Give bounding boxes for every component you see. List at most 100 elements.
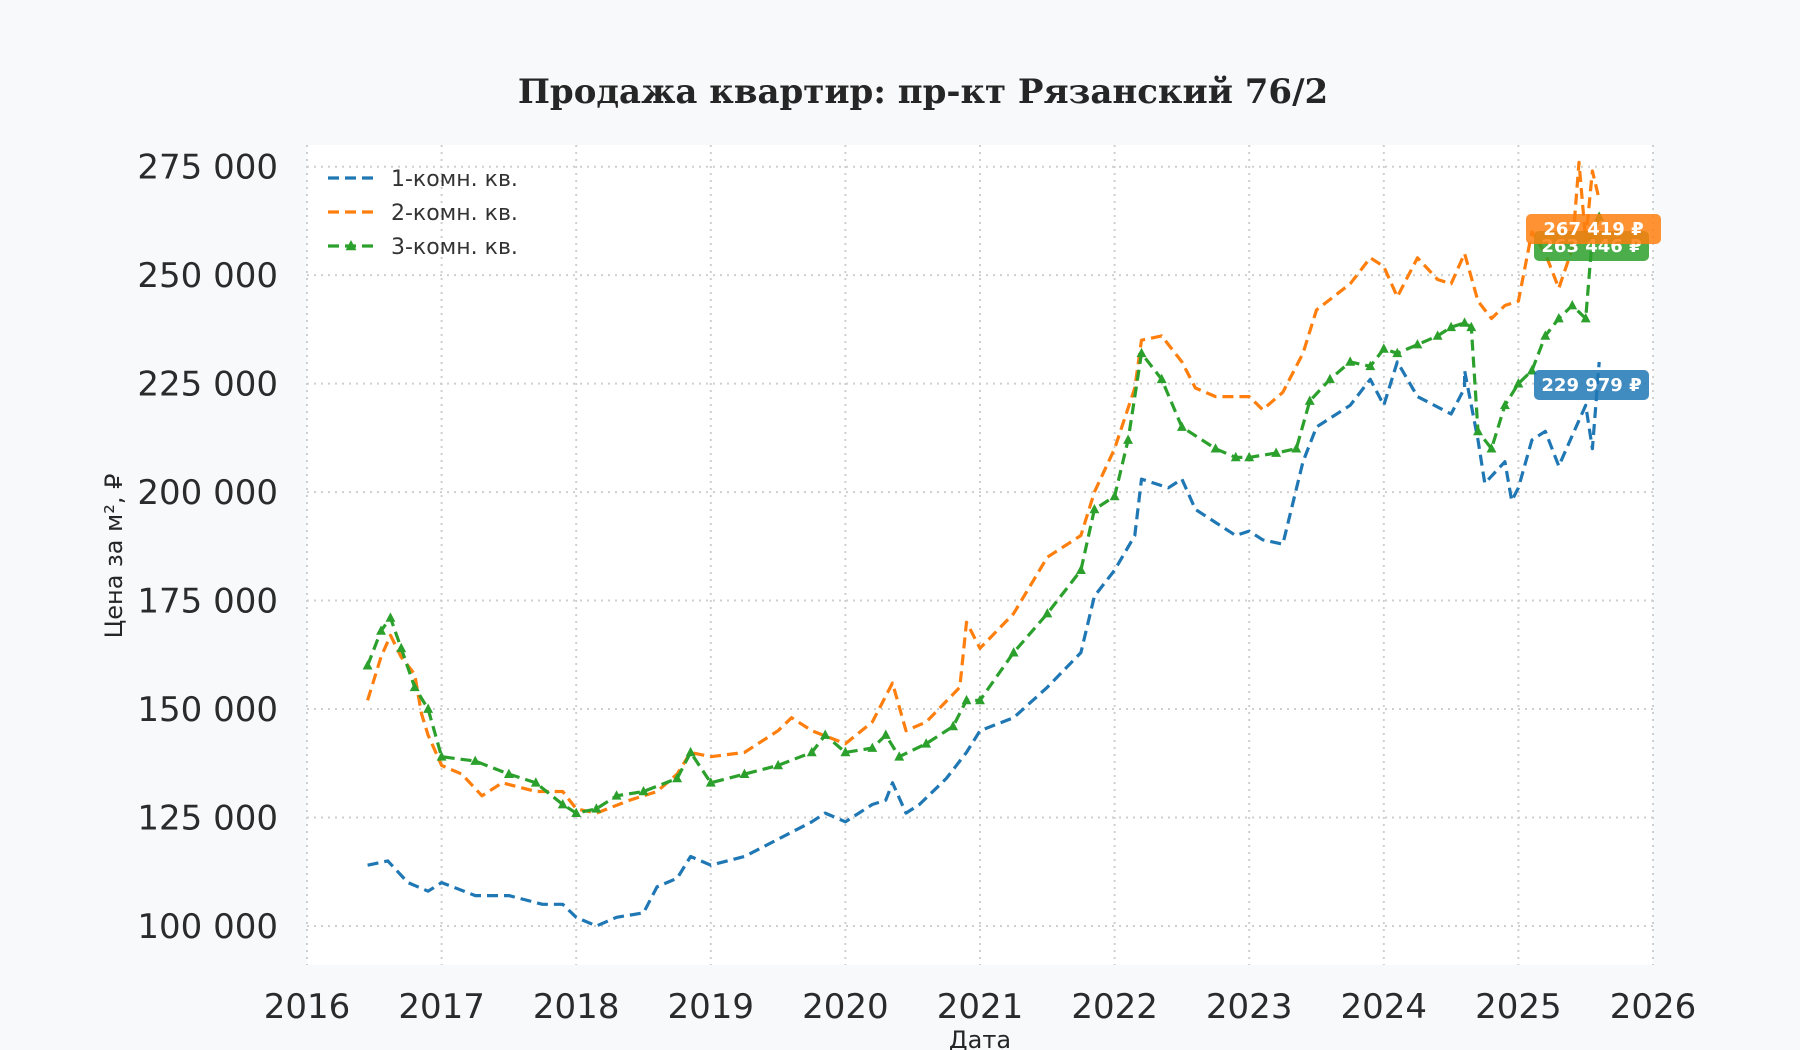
end-value-badge [1534,370,1649,400]
plot-area [307,145,1653,965]
data-point-marker [773,759,784,770]
data-point-marker [1230,451,1241,462]
data-point-marker [396,642,407,653]
data-point-marker [1567,300,1578,310]
legend-label: 3-комн. кв. [391,235,518,260]
data-point-marker [1513,378,1524,388]
data-point-marker [867,742,878,752]
data-point-marker [530,777,541,787]
end-labels: 263 446 ₽267 419 ₽229 979 ₽ [1526,214,1661,400]
data-point-marker [611,790,622,800]
data-point-marker [423,703,434,713]
data-point-marker [685,746,696,757]
grid [306,145,1654,965]
end-value-label: 229 979 ₽ [1534,370,1649,400]
data-point-marker [557,798,568,809]
data-point-marker [1432,330,1443,340]
series-line [367,360,1601,928]
data-point-marker [894,751,905,761]
data-point-marker [1042,608,1053,618]
data-point-marker [1076,564,1086,575]
data-point-marker [961,694,972,705]
data-point-marker [362,660,373,670]
x-tick-label: 2025 [1475,987,1562,1027]
data-point-marker [1304,395,1315,405]
legend-label: 2-комн. кв. [391,201,518,226]
data-point-marker [571,807,582,817]
chart-title: Продажа квартир: пр-кт Рязанский 76/2 [518,72,1328,112]
y-tick-label: 100 000 [137,907,278,947]
y-tick-label: 250 000 [137,256,278,296]
data-point-marker [1325,373,1335,384]
data-point-marker [409,681,420,692]
data-point-marker [1089,503,1100,514]
legend-label: 1-комн. кв. [391,167,518,192]
x-tick-label: 2019 [668,987,755,1027]
data-point-marker [705,777,716,787]
x-axis-label: Дата [949,1026,1011,1050]
data-point-marker [503,768,514,778]
data-point-marker [436,751,447,761]
data-point-marker [1378,343,1389,353]
data-point-marker [1412,339,1423,349]
end-value-text: 229 979 ₽ [1541,375,1641,396]
x-tick-label: 2018 [533,987,620,1027]
data-point-marker [840,746,851,757]
x-tick-label: 2023 [1206,987,1293,1027]
end-value-text: 267 419 ₽ [1543,219,1643,240]
data-point-marker [1459,317,1470,327]
data-point-marker [1176,421,1187,431]
data-point-marker [739,768,750,778]
x-tick-label: 2024 [1341,987,1428,1027]
x-tick-label: 2026 [1610,987,1697,1027]
end-value-label: 267 419 ₽ [1526,214,1661,244]
data-point-marker [1499,399,1510,410]
data-point-marker [638,785,649,796]
data-point-marker [1244,451,1255,462]
y-tick-label: 150 000 [137,690,278,730]
data-point-marker [1580,313,1591,323]
data-point-marker [820,729,831,739]
data-point-marker [1392,347,1403,358]
data-point-marker [1553,313,1564,323]
data-point-marker [921,738,932,748]
data-point-marker [470,755,481,765]
x-tick-label: 2020 [802,987,889,1027]
x-tick-label: 2021 [937,987,1024,1027]
data-point-marker [975,694,985,705]
end-value-badge [1526,214,1661,244]
legend-entry: 3-комн. кв. [328,235,518,260]
series-line [366,216,1601,815]
y-tick-label: 225 000 [137,365,278,405]
data-point-marker [1473,425,1483,436]
data-point-marker [806,746,817,757]
data-point-marker [376,625,386,635]
data-point-marker [1526,365,1537,375]
data-point-marker [1123,434,1134,444]
y-tick-label: 200 000 [137,473,278,513]
data-point-marker [1271,447,1282,457]
legend-entry: 1-комн. кв. [328,167,518,192]
data-point-marker [1466,321,1477,332]
data-point-marker [1156,373,1167,384]
data-point-marker [948,720,959,731]
y-axis-label: Цена за м², ₽ [100,474,128,639]
data-point-marker [1365,360,1376,371]
legend-marker [345,240,357,251]
data-point-marker [880,729,891,739]
data-point-marker [1486,443,1497,453]
y-tick-label: 175 000 [137,582,278,622]
data-point-marker [385,612,396,622]
y-tick-label: 125 000 [137,798,278,838]
legend-entry: 2-комн. кв. [328,201,518,226]
data-point-marker [1540,330,1551,340]
legend: 1-комн. кв. 2-комн. кв. 3-комн. кв. [328,167,518,260]
data-point-marker [1008,647,1019,657]
x-tick-label: 2022 [1071,987,1158,1027]
axis-ticks: 2016 2017 2018 2019 2020 2021 2022 2023 2024 2025… [137,148,1696,1027]
data-point-marker [1446,321,1457,332]
data-point-marker [1291,443,1302,453]
y-tick-label: 275 000 [137,148,278,188]
